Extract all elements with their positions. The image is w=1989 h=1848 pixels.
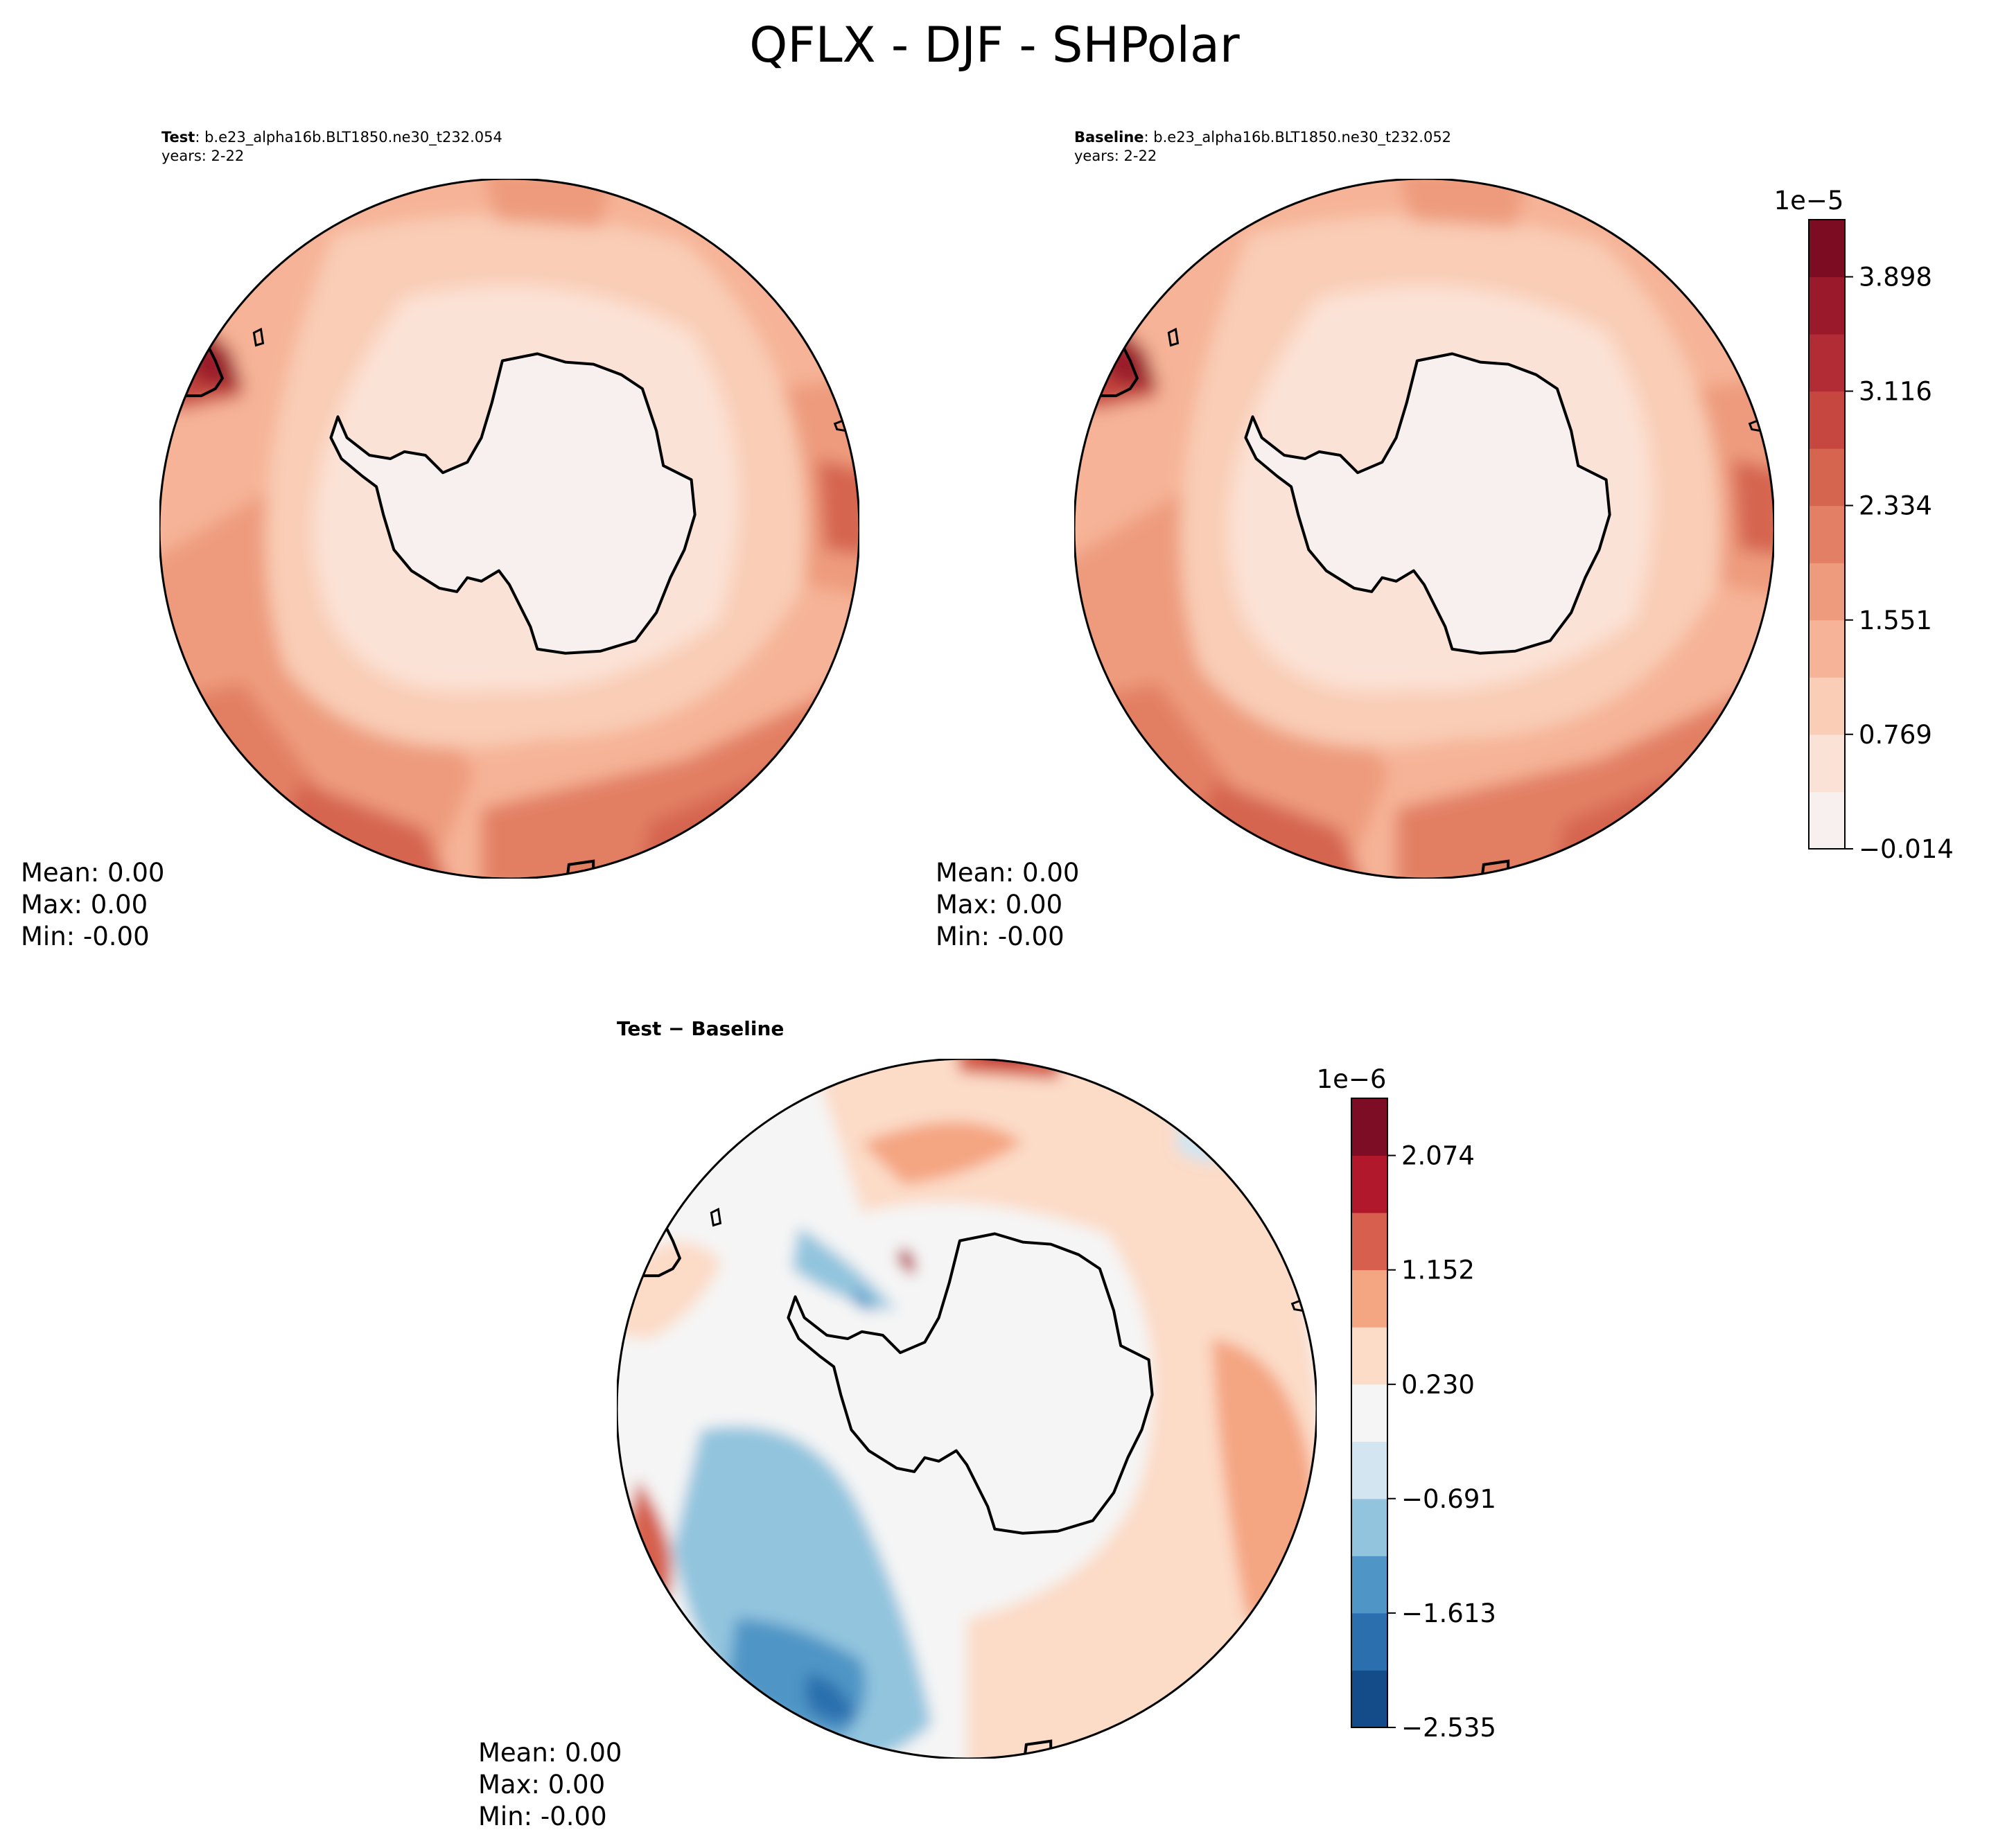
abs-colorbar-band (1809, 505, 1845, 563)
abs-colorbar-band (1809, 276, 1845, 335)
test-island-1 (252, 327, 265, 347)
figure-title: QFLX - DJF - SHPolar (749, 17, 1240, 73)
test-title-label: Test (161, 129, 195, 146)
abs-colorbar-band (1809, 619, 1845, 678)
diff-colorbar-bands (1351, 1098, 1387, 1728)
baseline-island-1 (1167, 327, 1180, 347)
diff-colorbar-frame (1351, 1098, 1388, 1728)
difference-min: Min: -0.00 (478, 1802, 607, 1831)
diff-colorbar-band (1351, 1269, 1387, 1328)
difference-max: Max: 0.00 (478, 1770, 606, 1799)
abs-colorbar-band (1809, 734, 1845, 792)
diff-colorbar-band (1351, 1670, 1387, 1728)
diff-colorbar-tick-label: −2.535 (1401, 1713, 1496, 1743)
baseline-map (1074, 179, 1774, 879)
diff-colorbar-band (1351, 1556, 1387, 1614)
test-antarctica-landmass (329, 352, 696, 655)
abs-colorbar-band (1809, 563, 1845, 621)
abs-colorbar-tick-label: 1.551 (1859, 606, 1932, 635)
diff-colorbar-band (1351, 1612, 1387, 1671)
diff-colorbar-band (1351, 1498, 1387, 1556)
test-years: years: 2-22 (161, 148, 245, 164)
baseline-max: Max: 0.00 (936, 890, 1063, 919)
diff-colorbar-ticks: −2.535 −1.613 −0.691 0.230 1.152 2.074 (1387, 1141, 1496, 1743)
abs-colorbar-band (1809, 391, 1845, 449)
diff-colorbar-band (1351, 1384, 1387, 1442)
baseline-stats: Mean: 0.00 Max: 0.00 Min: -0.00 (936, 857, 1079, 953)
test-stats: Mean: 0.00 Max: 0.00 Min: -0.00 (21, 857, 164, 953)
baseline-title-label: Baseline (1074, 129, 1144, 146)
abs-colorbar-band (1809, 448, 1845, 507)
abs-colorbar-band (1809, 334, 1845, 392)
diff-colorbar-band (1351, 1213, 1387, 1271)
diff-colorbar-tick-label: 0.230 (1401, 1370, 1475, 1400)
baseline-title-case: : b.e23_alpha16b.BLT1850.ne30_t232.052 (1144, 129, 1452, 146)
diff-colorbar-band (1351, 1441, 1387, 1499)
test-title-case: : b.e23_alpha16b.BLT1850.ne30_t232.054 (195, 129, 502, 146)
abs-colorbar-tick-label: −0.014 (1859, 834, 1954, 864)
diff-colorbar: 1e−6 −2.535 −1.613 −0.691 0.230 1.152 2.074 (1317, 1064, 1496, 1743)
diff-colorbar-band (1351, 1098, 1387, 1156)
abs-colorbar-band (1809, 220, 1845, 278)
diff-colorbar-tick-label: 2.074 (1401, 1141, 1475, 1171)
test-max: Max: 0.00 (21, 890, 148, 919)
diff-colorbar-tick-label: 1.152 (1401, 1256, 1475, 1285)
baseline-antarctica-landmass (1244, 352, 1611, 655)
diff-colorbar-tick-label: −1.613 (1401, 1599, 1496, 1628)
diff-colorbar-tick-label: −0.691 (1401, 1484, 1496, 1514)
abs-colorbar-tick-label: 3.898 (1859, 263, 1932, 292)
abs-colorbar-tick-label: 3.116 (1859, 377, 1932, 407)
baseline-years: years: 2-22 (1074, 148, 1157, 164)
test-mean: Mean: 0.00 (21, 858, 165, 888)
diff-colorbar-band (1351, 1327, 1387, 1385)
abs-colorbar-frame (1808, 219, 1846, 850)
difference-mean: Mean: 0.00 (478, 1738, 622, 1768)
baseline-panel-title: Baseline: b.e23_alpha16b.BLT1850.ne30_t2… (1074, 128, 1451, 146)
abs-colorbar-tick-label: 0.769 (1859, 720, 1932, 750)
abs-colorbar-band (1809, 791, 1845, 850)
abs-colorbar-bands (1809, 220, 1845, 850)
diff-colorbar-band (1351, 1155, 1387, 1213)
abs-colorbar-exponent: 1e−5 (1774, 186, 1844, 215)
abs-colorbar: 1e−5 −0.014 0.769 1.551 2.334 3.116 3.898 (1774, 186, 1954, 864)
difference-panel-title: Test − Baseline (617, 1017, 785, 1040)
difference-map (617, 1059, 1317, 1759)
baseline-mean: Mean: 0.00 (936, 858, 1080, 888)
diff-colorbar-exponent: 1e−6 (1317, 1064, 1387, 1094)
difference-island-1 (710, 1207, 722, 1227)
abs-colorbar-ticks: −0.014 0.769 1.551 2.334 3.116 3.898 (1845, 263, 1954, 864)
baseline-min: Min: -0.00 (936, 922, 1064, 951)
difference-antarctica-landmass (787, 1232, 1154, 1535)
abs-colorbar-tick-label: 2.334 (1859, 491, 1932, 521)
test-map (159, 179, 859, 879)
abs-colorbar-band (1809, 677, 1845, 735)
test-min: Min: -0.00 (21, 922, 150, 951)
test-panel-title: Test: b.e23_alpha16b.BLT1850.ne30_t232.0… (161, 128, 502, 146)
difference-stats: Mean: 0.00 Max: 0.00 Min: -0.00 (478, 1737, 622, 1833)
